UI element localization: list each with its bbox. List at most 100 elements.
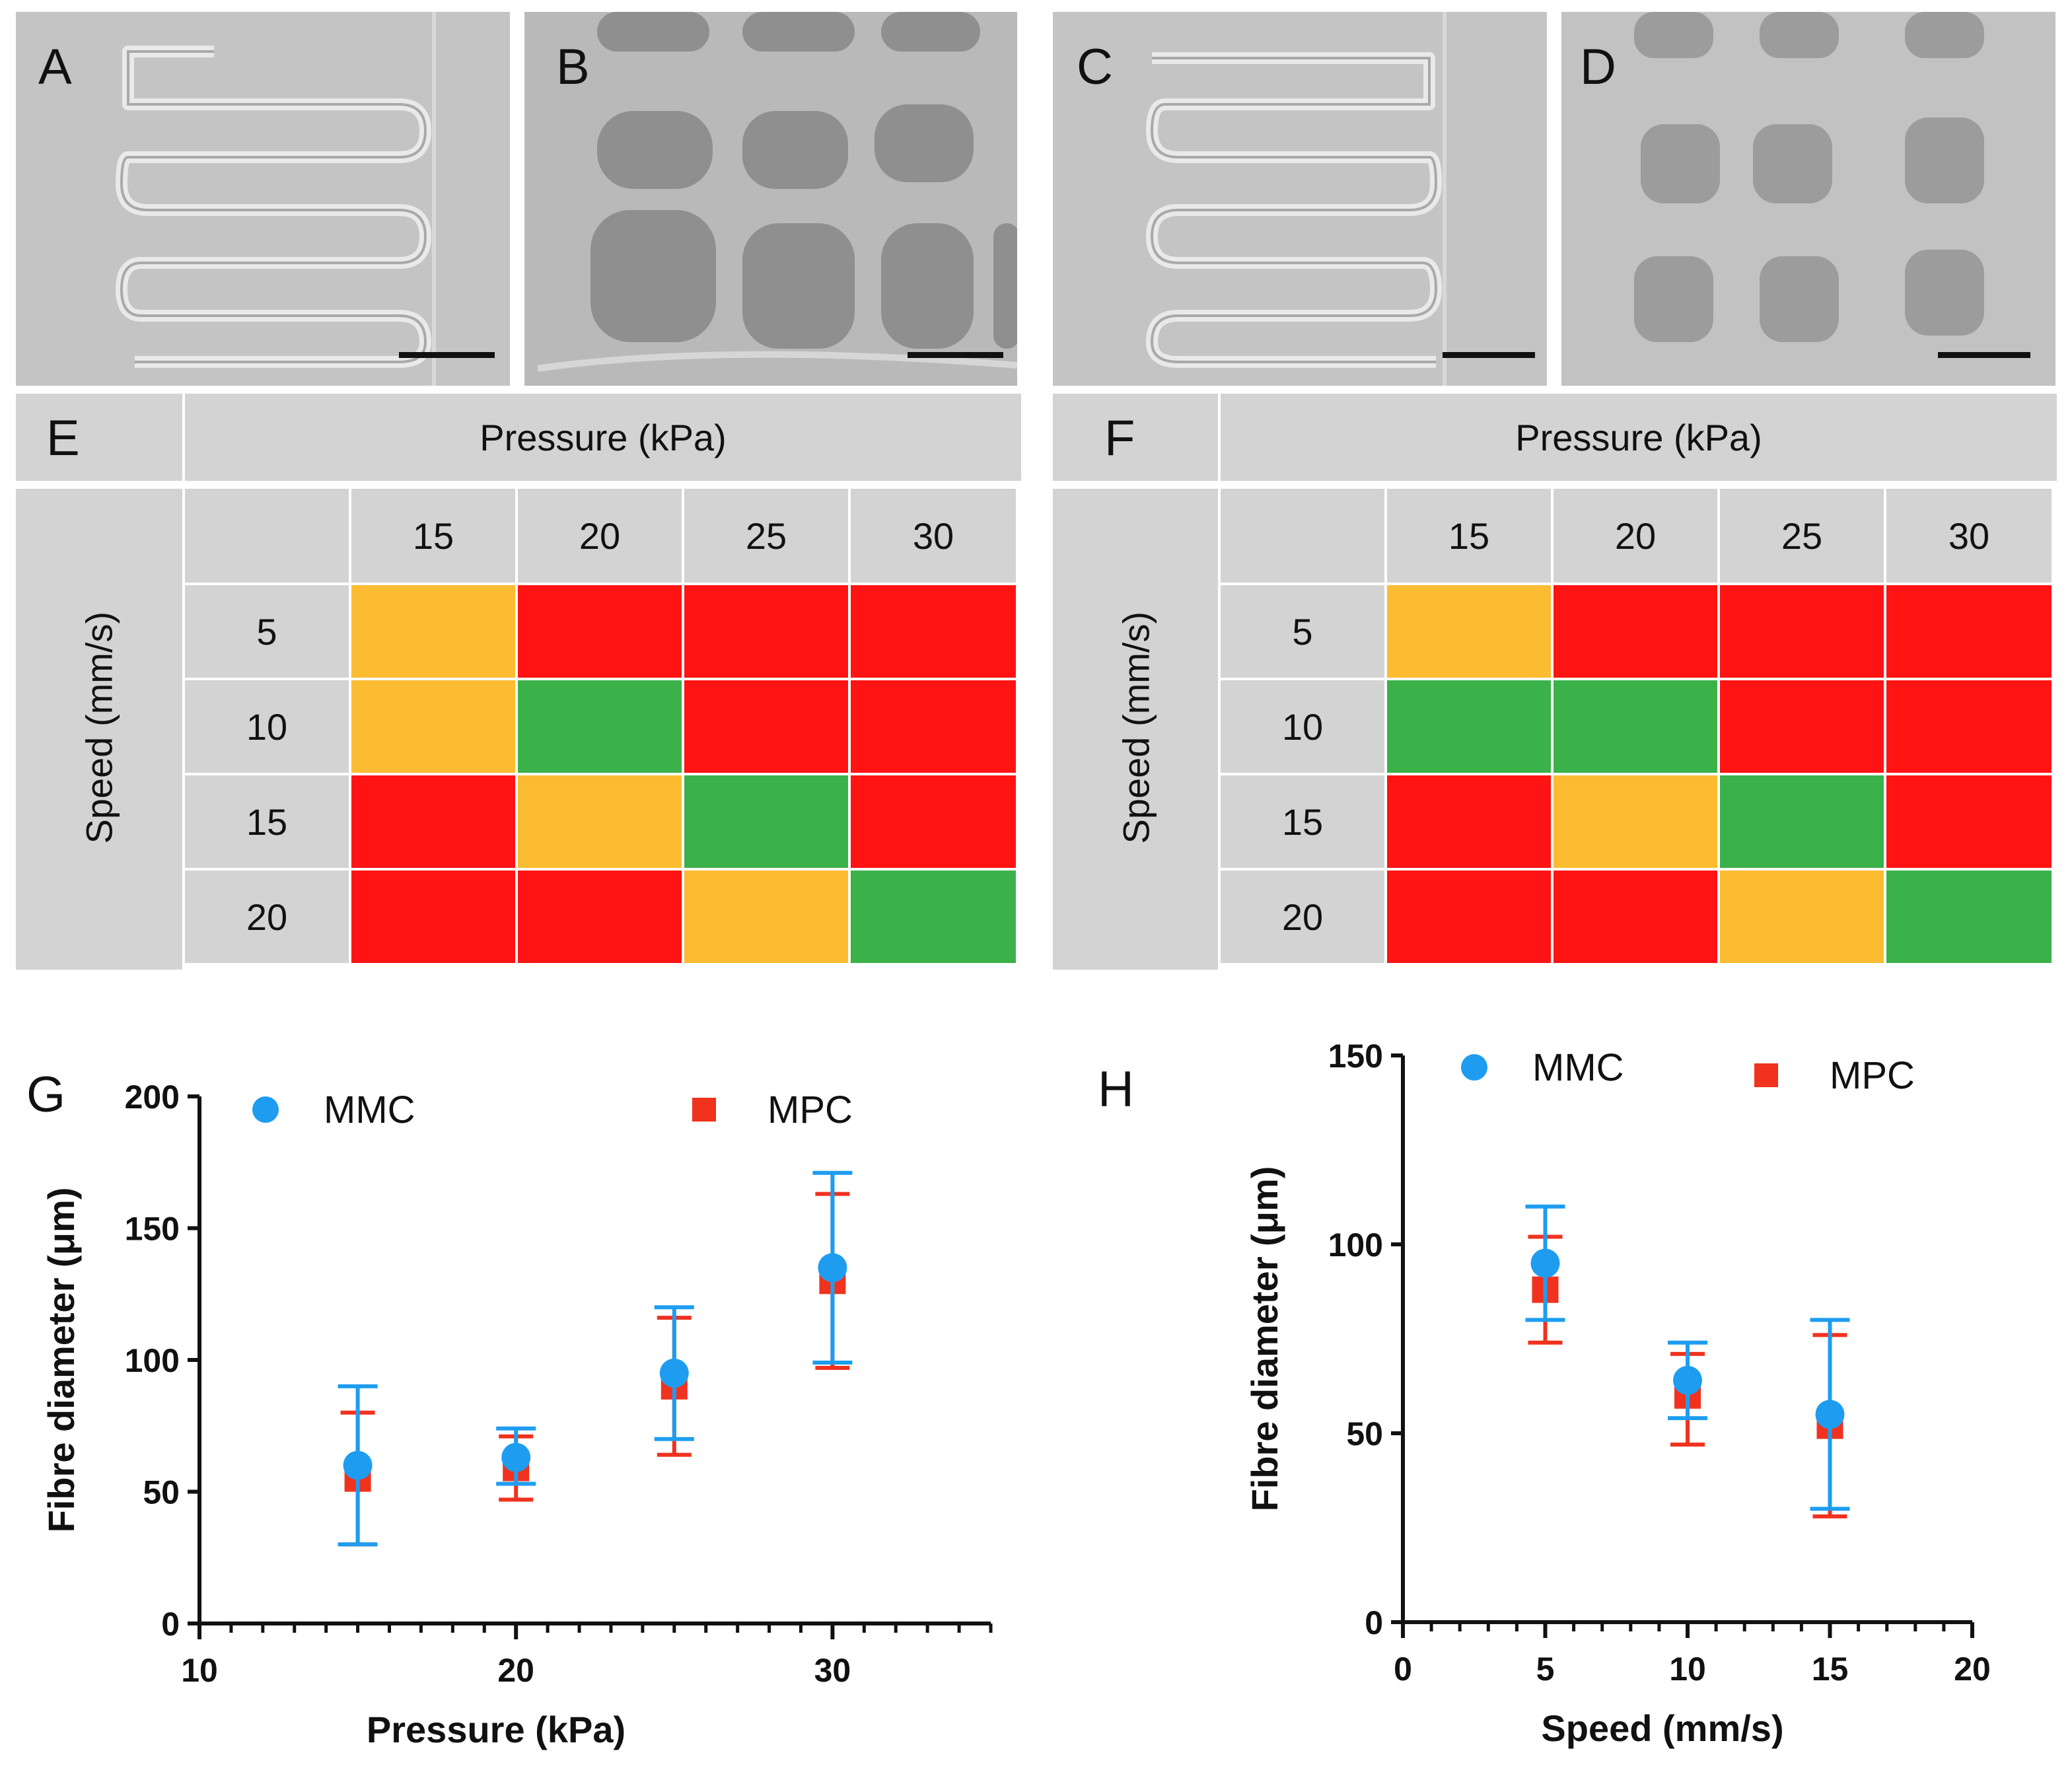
- legend-mmc-label: MMC: [1532, 1046, 1624, 1089]
- table-e-pressure-20: 20: [518, 489, 682, 583]
- mmc-point: [1815, 1400, 1845, 1429]
- table-e-cell: [851, 585, 1016, 678]
- table-f-cell: [1554, 680, 1717, 773]
- micrograph-c: C: [1053, 12, 1547, 386]
- y-tick-label: 100: [1328, 1227, 1383, 1264]
- chart-g: 0 50 100 150 200 10 20 30 Pressure (kPa) Fibre di…: [40, 1079, 993, 1750]
- panel-label-a: A: [38, 39, 72, 95]
- x-axis-label: Pressure (kPa): [367, 1709, 625, 1750]
- table-e-pressure-15: 15: [351, 489, 515, 583]
- chart-h: 0 50 100 150 0 5 10 15 20 Speed (mm/s) Fibre diame…: [1244, 1038, 1991, 1749]
- table-f-cell: [1720, 871, 1884, 963]
- serpentine-pattern-a: [116, 12, 436, 386]
- table-f-speed-header: Speed (mm/s): [1115, 611, 1157, 844]
- legend-mpc-label: MPC: [1830, 1054, 1915, 1097]
- table-e-cell: [351, 775, 515, 868]
- table-f-speed-15: 15: [1221, 775, 1384, 868]
- table-e-cell: [684, 775, 848, 868]
- table-f-cell: [1886, 871, 2052, 963]
- table-f-pressure-20: 20: [1554, 489, 1717, 583]
- table-f-cell: [1387, 585, 1551, 678]
- table-f-speed-20: 20: [1221, 871, 1384, 963]
- table-e-pressure-25: 25: [684, 489, 848, 583]
- legend-mpc-label: MPC: [768, 1088, 853, 1131]
- table-f-cell: [1387, 680, 1551, 773]
- table-e-cell: [518, 775, 682, 868]
- y-tick-label: 0: [1365, 1604, 1383, 1641]
- table-f-pressure-15: 15: [1387, 489, 1551, 583]
- table-f-header-corner: [1221, 489, 1384, 583]
- scale-bar-b: [908, 352, 1003, 358]
- table-f-cell: [1387, 775, 1551, 868]
- x-tick-label: 20: [497, 1652, 534, 1689]
- table-e-cell: [684, 680, 848, 773]
- table-e-cell: [851, 775, 1016, 868]
- table-e-cell: [351, 871, 515, 963]
- legend-mmc-label: MMC: [324, 1088, 415, 1131]
- legend-mpc-marker: [692, 1098, 716, 1122]
- table-f-cell: [1387, 871, 1551, 963]
- x-tick-label: 0: [1394, 1651, 1412, 1688]
- table-f-speed-10: 10: [1221, 680, 1384, 773]
- mmc-point: [1530, 1248, 1560, 1278]
- x-tick-label: 20: [1954, 1651, 1991, 1688]
- legend-mpc-marker: [1754, 1063, 1778, 1087]
- x-tick-label: 10: [1669, 1651, 1706, 1688]
- table-f-cell: [1554, 775, 1717, 868]
- table-e-pressure-30: 30: [851, 489, 1016, 583]
- y-axis-label: Fibre diameter (μm): [40, 1188, 82, 1533]
- panel-label-f: F: [1104, 410, 1135, 466]
- lattice-pattern-b: [537, 12, 1017, 372]
- panel-label-g: G: [26, 1067, 66, 1123]
- mmc-point: [818, 1253, 847, 1283]
- micrograph-b: B: [524, 12, 1017, 386]
- mmc-point: [343, 1450, 373, 1480]
- micrograph-a: A: [16, 12, 510, 386]
- table-f-cell: [1554, 871, 1717, 963]
- scale-bar-d: [1938, 352, 2030, 358]
- serpentine-pattern-c: [1146, 12, 1447, 386]
- table-e-cell: [518, 680, 682, 773]
- table-e-cell: [851, 871, 1016, 963]
- y-tick-label: 50: [1346, 1415, 1383, 1452]
- table-e-corner: [16, 394, 182, 481]
- table-e-cell: [684, 585, 848, 678]
- table-f-speed-5: 5: [1221, 585, 1384, 678]
- table-f-pressure-header: Pressure (kPa): [1221, 394, 2057, 481]
- table-e-cell: [851, 680, 1016, 773]
- micrograph-d: D: [1561, 12, 2055, 386]
- x-tick-label: 10: [181, 1652, 218, 1689]
- table-e-cell: [351, 680, 515, 773]
- table-f-cell: [1554, 585, 1717, 678]
- legend-mmc-marker: [1461, 1054, 1487, 1081]
- y-tick-label: 150: [1328, 1038, 1383, 1075]
- table-f-corner: [1053, 394, 1218, 481]
- y-tick-label: 100: [125, 1342, 180, 1379]
- mmc-point: [659, 1358, 689, 1388]
- table-f-cell: [1720, 585, 1884, 678]
- scale-bar-a: [399, 352, 495, 358]
- mmc-point: [1673, 1365, 1702, 1395]
- y-tick-label: 200: [125, 1079, 180, 1116]
- mmc-point: [501, 1443, 531, 1472]
- panel-label-b: B: [556, 39, 590, 95]
- table-e-cell: [518, 585, 682, 678]
- scale-bar-c: [1443, 352, 1535, 358]
- y-tick-label: 150: [125, 1211, 180, 1248]
- table-e-speed-10: 10: [185, 680, 349, 773]
- panel-label-c: C: [1077, 39, 1113, 95]
- table-e-header-corner: [185, 489, 349, 583]
- y-tick-label: 50: [143, 1474, 180, 1511]
- legend-mmc-marker: [252, 1096, 279, 1123]
- table-f-cell: [1720, 775, 1884, 868]
- panel-label-e: E: [46, 410, 80, 466]
- panel-label-d: D: [1580, 39, 1616, 95]
- y-axis-label: Fibre diameter (μm): [1244, 1166, 1285, 1512]
- panel-label-h: H: [1098, 1061, 1134, 1118]
- table-f-cell: [1720, 680, 1884, 773]
- table-e-speed-column: [16, 489, 182, 970]
- table-f-cell: [1886, 775, 2052, 868]
- table-e-speed-header: Speed (mm/s): [78, 611, 120, 844]
- table-f-cell: [1886, 585, 2052, 678]
- table-e-speed-15: 15: [185, 775, 349, 868]
